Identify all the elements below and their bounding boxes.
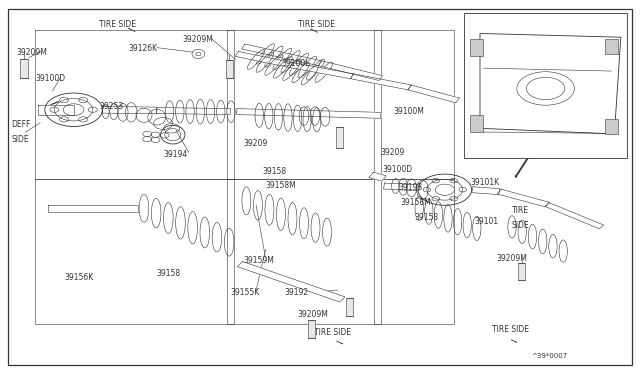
Text: TIRE: TIRE [512,206,529,215]
Polygon shape [472,187,500,195]
Text: ^39*0007: ^39*0007 [531,353,568,359]
Text: TIRE SIDE: TIRE SIDE [298,20,335,29]
Text: 39209M: 39209M [298,310,328,319]
Text: 39100D: 39100D [383,165,413,174]
Polygon shape [497,189,549,207]
Text: 39209M: 39209M [182,35,213,44]
Bar [605,119,618,134]
Polygon shape [318,61,383,80]
Text: 39192: 39192 [285,288,309,296]
Bar [346,298,353,316]
Text: 39100L: 39100L [282,59,310,68]
Bar [605,39,618,54]
Polygon shape [242,44,321,66]
Text: 39158: 39158 [157,269,181,278]
Text: 39158: 39158 [415,213,439,222]
Text: 39194: 39194 [163,150,188,159]
Bar [470,39,483,56]
Text: 39155K: 39155K [230,288,260,296]
Polygon shape [237,262,345,302]
Polygon shape [237,109,381,118]
Text: 39159M: 39159M [243,256,274,265]
Text: 39209M: 39209M [496,254,527,263]
Text: 39193: 39193 [399,183,423,192]
Bar [20,59,28,78]
Text: 39209: 39209 [243,139,268,148]
Text: 39100D: 39100D [35,74,65,83]
Polygon shape [157,108,230,115]
Text: 39158M: 39158M [266,182,296,190]
Text: SIDE: SIDE [12,135,29,144]
Bar [464,13,627,158]
Text: TIRE SIDE: TIRE SIDE [492,325,529,334]
Text: DEFF: DEFF [12,120,31,129]
Text: 39209: 39209 [381,148,405,157]
Text: TIRE SIDE: TIRE SIDE [314,328,351,337]
Polygon shape [383,183,420,191]
Text: 39126K: 39126K [128,44,157,53]
Text: TIRE SIDE: TIRE SIDE [99,20,136,29]
Text: 39158M: 39158M [400,198,431,207]
Polygon shape [369,172,387,181]
Text: 39100M: 39100M [394,107,424,116]
Polygon shape [408,85,460,103]
Text: 39253: 39253 [99,102,124,110]
Bar [226,60,233,78]
Polygon shape [102,106,157,114]
Text: 39101K: 39101K [470,178,500,187]
Text: 39156K: 39156K [64,273,93,282]
Polygon shape [48,205,138,212]
Text: 39209M: 39209M [16,48,47,57]
Ellipse shape [192,49,205,58]
Polygon shape [290,62,353,79]
Text: SIDE: SIDE [512,221,530,230]
Polygon shape [351,74,411,90]
Polygon shape [545,203,604,229]
Text: 39158: 39158 [262,167,287,176]
Bar [518,263,525,280]
Bar [470,115,483,132]
Text: 39101: 39101 [475,217,499,226]
Bar [307,320,315,338]
Bar [336,127,343,148]
Polygon shape [236,51,292,68]
Polygon shape [38,105,74,115]
